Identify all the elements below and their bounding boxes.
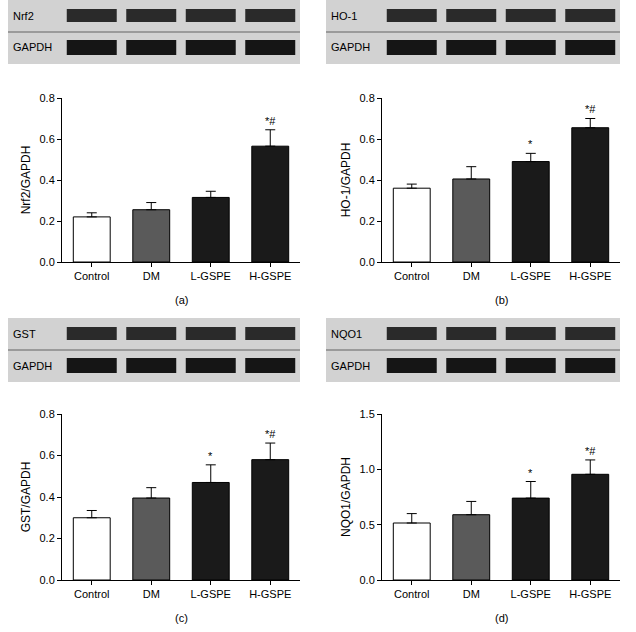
svg-text:Control: Control bbox=[74, 588, 109, 600]
svg-text:*#: *# bbox=[585, 445, 596, 457]
svg-text:L-GSPE: L-GSPE bbox=[191, 270, 231, 282]
svg-text:H-GSPE: H-GSPE bbox=[249, 270, 291, 282]
svg-text:0.4: 0.4 bbox=[40, 174, 55, 186]
svg-text:Control: Control bbox=[394, 270, 429, 282]
svg-text:0.4: 0.4 bbox=[40, 491, 55, 503]
svg-text:DM: DM bbox=[143, 270, 160, 282]
svg-text:H-GSPE: H-GSPE bbox=[569, 588, 611, 600]
svg-text:(b): (b) bbox=[495, 294, 508, 306]
svg-text:L-GSPE: L-GSPE bbox=[511, 270, 551, 282]
svg-text:0.6: 0.6 bbox=[40, 133, 55, 145]
svg-text:(a): (a) bbox=[175, 294, 188, 306]
svg-text:0.2: 0.2 bbox=[40, 215, 55, 227]
svg-text:Nrf2/GAPDH: Nrf2/GAPDH bbox=[19, 146, 33, 215]
svg-text:0.8: 0.8 bbox=[40, 408, 55, 420]
svg-text:H-GSPE: H-GSPE bbox=[569, 270, 611, 282]
svg-text:0.0: 0.0 bbox=[40, 574, 55, 586]
svg-text:0.0: 0.0 bbox=[40, 256, 55, 268]
svg-text:0.6: 0.6 bbox=[360, 133, 375, 145]
svg-text:*#: *# bbox=[265, 115, 276, 127]
svg-text:H-GSPE: H-GSPE bbox=[249, 588, 291, 600]
svg-text:0.8: 0.8 bbox=[40, 92, 55, 104]
svg-text:Control: Control bbox=[394, 588, 429, 600]
svg-text:NQO1/GAPDH: NQO1/GAPDH bbox=[339, 457, 353, 537]
svg-text:Control: Control bbox=[74, 270, 109, 282]
svg-text:0.4: 0.4 bbox=[360, 174, 375, 186]
svg-text:*: * bbox=[528, 467, 533, 479]
svg-text:0.0: 0.0 bbox=[360, 574, 375, 586]
svg-text:*: * bbox=[528, 138, 533, 150]
svg-text:0.2: 0.2 bbox=[40, 532, 55, 544]
svg-text:0.8: 0.8 bbox=[360, 92, 375, 104]
svg-text:GAPDH: GAPDH bbox=[331, 41, 370, 53]
svg-text:GAPDH: GAPDH bbox=[331, 360, 370, 372]
svg-text:GST: GST bbox=[13, 328, 36, 340]
svg-text:GST/GAPDH: GST/GAPDH bbox=[19, 462, 33, 533]
svg-text:1.0: 1.0 bbox=[360, 463, 375, 475]
svg-text:NQO1: NQO1 bbox=[331, 328, 362, 340]
svg-text:DM: DM bbox=[143, 588, 160, 600]
svg-text:Nrf2: Nrf2 bbox=[13, 10, 34, 22]
svg-text:DM: DM bbox=[463, 270, 480, 282]
svg-text:L-GSPE: L-GSPE bbox=[511, 588, 551, 600]
svg-text:*: * bbox=[208, 450, 213, 462]
svg-text:0.0: 0.0 bbox=[360, 256, 375, 268]
svg-text:0.2: 0.2 bbox=[360, 215, 375, 227]
svg-text:DM: DM bbox=[463, 588, 480, 600]
svg-text:HO-1: HO-1 bbox=[331, 10, 357, 22]
svg-text:0.5: 0.5 bbox=[360, 519, 375, 531]
svg-text:0.6: 0.6 bbox=[40, 449, 55, 461]
svg-text:HO-1/GAPDH: HO-1/GAPDH bbox=[339, 143, 353, 218]
svg-text:*#: *# bbox=[585, 103, 596, 115]
svg-text:(d): (d) bbox=[495, 612, 508, 624]
svg-text:GAPDH: GAPDH bbox=[13, 360, 52, 372]
svg-text:*#: *# bbox=[265, 428, 276, 440]
svg-text:(c): (c) bbox=[175, 612, 188, 624]
svg-text:GAPDH: GAPDH bbox=[13, 41, 52, 53]
svg-text:1.5: 1.5 bbox=[360, 408, 375, 420]
svg-text:L-GSPE: L-GSPE bbox=[191, 588, 231, 600]
